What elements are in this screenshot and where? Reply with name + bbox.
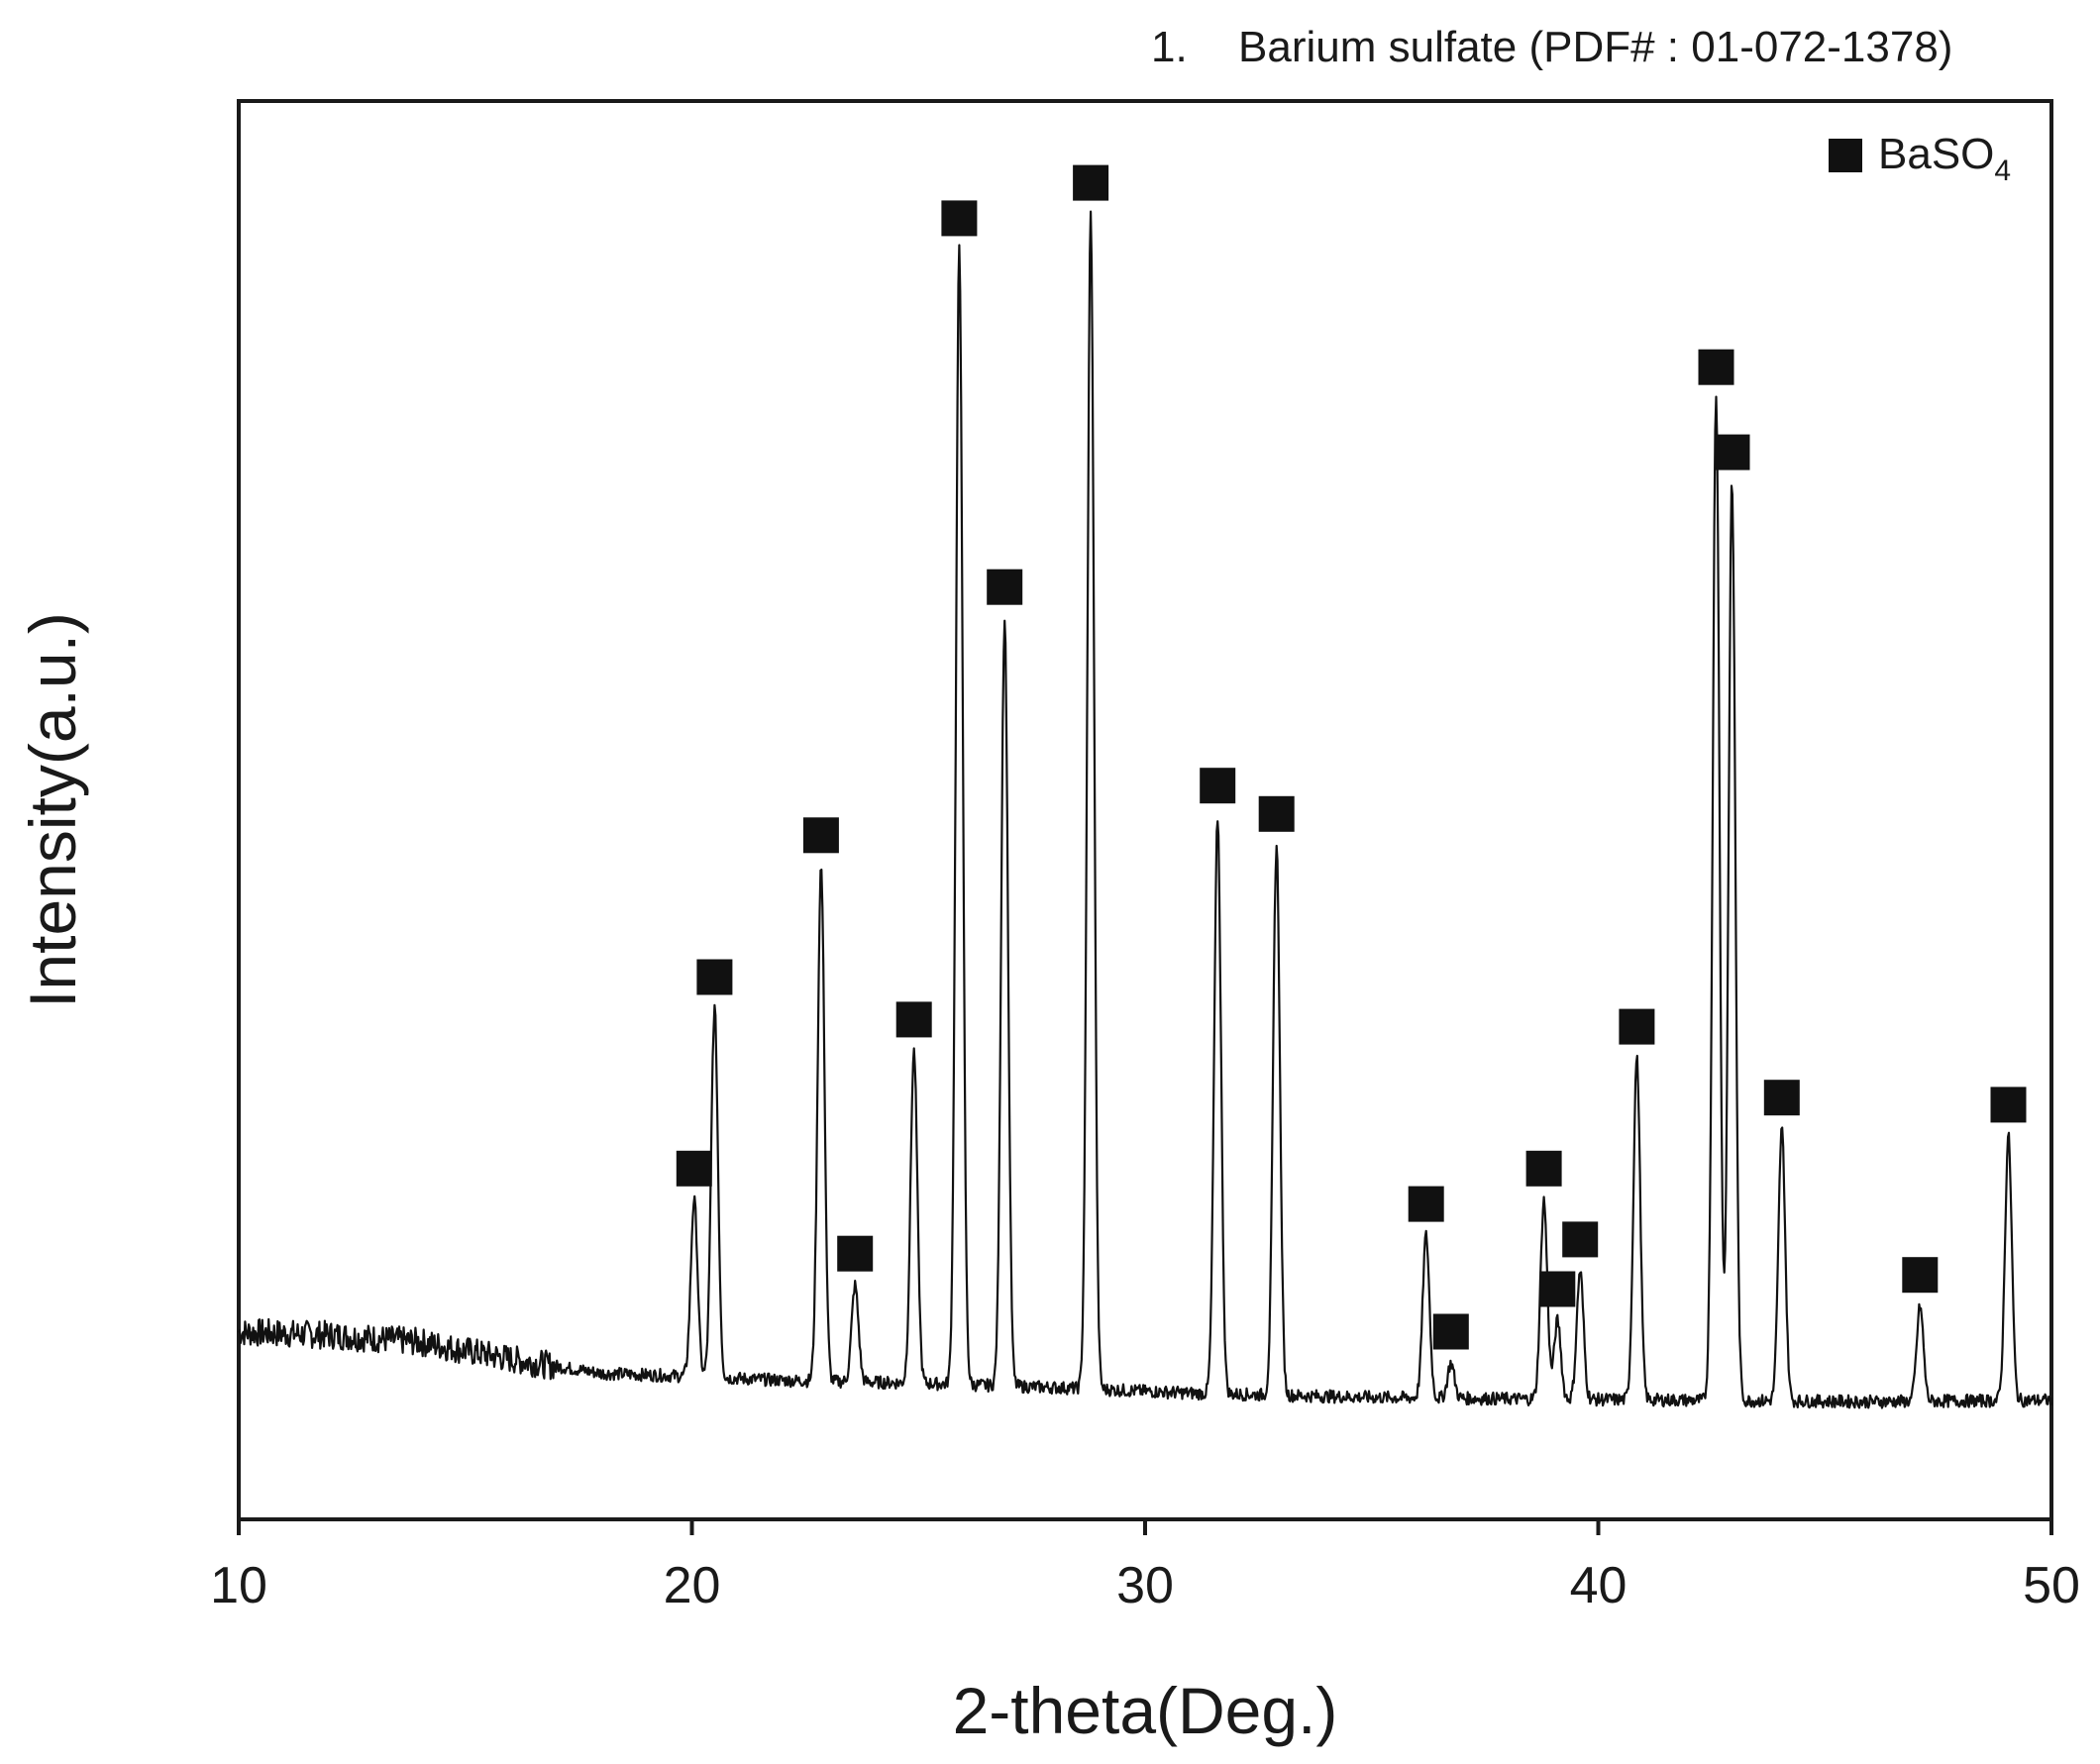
peak-marker-square-icon [837,1235,874,1272]
peak-marker-square-icon [1432,1313,1469,1350]
peak-marker-square-icon [1698,349,1734,385]
peak-marker-square-icon [895,1001,932,1038]
peak-marker-square-icon [1200,768,1236,804]
y-axis-label: Intensity(a.u.) [16,612,89,1008]
peak-marker-square-icon [1525,1150,1562,1187]
peak-marker-square-icon [676,1150,712,1187]
legend-label-sub: 4 [1994,155,2011,187]
legend: BaSO4 [1829,130,2011,187]
peak-marker-square-icon [1408,1186,1444,1222]
plot-frame [237,99,2053,1521]
peak-marker-square-icon [1990,1087,2027,1123]
peak-marker-square-icon [1763,1080,1800,1116]
peak-marker-square-icon [941,200,978,237]
peak-marker-square-icon [696,959,733,995]
x-tick-label: 20 [664,1557,721,1614]
peak-marker-square-icon [1619,1008,1655,1045]
peak-marker-square-icon [1902,1257,1939,1294]
x-tick-label: 30 [1116,1557,1174,1614]
xrd-pattern-line [237,210,2053,1409]
x-axis-ticks: 10 20 30 40 50 [210,1519,2080,1614]
x-tick-label: 10 [210,1557,267,1614]
peak-marker-square-icon [1258,795,1295,832]
peak-marker-square-icon [802,817,839,854]
peak-marker-square-icon [987,569,1023,605]
caption-number: 1. [1151,23,1188,71]
peak-markers-group [676,164,2027,1350]
peak-marker-square-icon [1539,1271,1576,1307]
peak-marker-square-icon [1714,434,1750,470]
x-tick-label: 40 [1570,1557,1628,1614]
legend-square-icon [1829,139,1862,172]
legend-label-main: BaSO [1878,130,1994,178]
x-axis-label: 2-theta(Deg.) [953,1674,1338,1747]
xrd-trace-group [237,210,2053,1409]
legend-label: BaSO4 [1878,130,2011,187]
peak-marker-square-icon [1073,164,1109,201]
peak-marker-square-icon [1562,1221,1599,1258]
x-tick-label: 50 [2023,1557,2080,1614]
caption-text: Barium sulfate (PDF# : 01-072-1378) [1238,23,1952,71]
